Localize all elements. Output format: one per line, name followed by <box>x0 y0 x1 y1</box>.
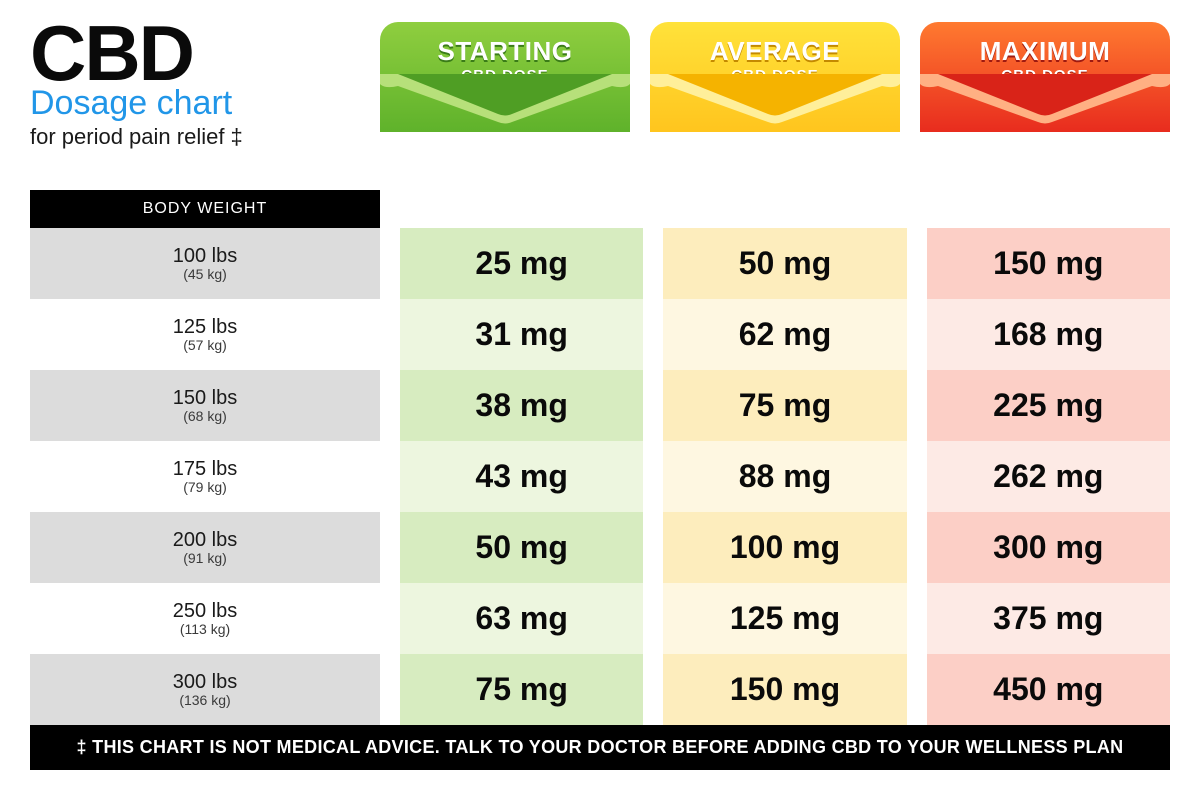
dose-cell-starting: 63 mg <box>400 583 643 654</box>
badge-line1: MAXIMUM <box>920 36 1170 67</box>
dose-cell-maximum: 262 mg <box>927 441 1170 512</box>
badge-line1: STARTING <box>380 36 630 67</box>
weight-lbs: 250 lbs <box>30 600 380 622</box>
title-desc: for period pain relief ‡ <box>30 124 380 150</box>
chevron-down-icon <box>650 74 900 133</box>
table-row: 200 lbs(91 kg) 50 mg 100 mg 300 mg <box>30 512 1170 583</box>
table-row: 250 lbs(113 kg) 63 mg 125 mg 375 mg <box>30 583 1170 654</box>
body-weight-header: BODY WEIGHT <box>30 190 380 228</box>
dose-cell-maximum: 150 mg <box>927 228 1170 299</box>
dose-cell-starting: 38 mg <box>400 370 643 441</box>
weight-kg: (113 kg) <box>30 622 380 637</box>
dose-cell-maximum: 225 mg <box>927 370 1170 441</box>
dose-cell-maximum: 300 mg <box>927 512 1170 583</box>
table-row: 175 lbs(79 kg) 43 mg 88 mg 262 mg <box>30 441 1170 512</box>
body-weight-cell: 150 lbs(68 kg) <box>30 370 380 441</box>
weight-lbs: 150 lbs <box>30 387 380 409</box>
table-row: 125 lbs(57 kg) 31 mg 62 mg 168 mg <box>30 299 1170 370</box>
title-main: CBD <box>30 18 380 88</box>
dose-cell-starting: 31 mg <box>400 299 643 370</box>
weight-kg: (68 kg) <box>30 409 380 424</box>
dose-cell-maximum: 450 mg <box>927 654 1170 725</box>
dosage-chart: CBD Dosage chart for period pain relief … <box>0 0 1200 800</box>
dose-cell-average: 125 mg <box>663 583 906 654</box>
table-row: 100 lbs(45 kg) 25 mg 50 mg 150 mg <box>30 228 1170 299</box>
body-weight-cell: 250 lbs(113 kg) <box>30 583 380 654</box>
dose-cell-starting: 75 mg <box>400 654 643 725</box>
title-sub: Dosage chart <box>30 86 380 120</box>
weight-kg: (45 kg) <box>30 267 380 282</box>
dose-cell-starting: 50 mg <box>400 512 643 583</box>
footer-disclaimer: ‡ THIS CHART IS NOT MEDICAL ADVICE. TALK… <box>30 725 1170 770</box>
column-badge-average: AVERAGECBD DOSE <box>650 22 900 132</box>
body-weight-cell: 175 lbs(79 kg) <box>30 441 380 512</box>
column-badge-maximum: MAXIMUMCBD DOSE <box>920 22 1170 132</box>
table-row: 300 lbs(136 kg) 75 mg 150 mg 450 mg <box>30 654 1170 725</box>
chevron-down-icon <box>380 74 630 133</box>
weight-lbs: 175 lbs <box>30 458 380 480</box>
weight-kg: (79 kg) <box>30 480 380 495</box>
table-head-row: BODY WEIGHT <box>30 190 1170 228</box>
body-weight-cell: 100 lbs(45 kg) <box>30 228 380 299</box>
body-weight-cell: 200 lbs(91 kg) <box>30 512 380 583</box>
weight-kg: (57 kg) <box>30 338 380 353</box>
body-weight-cell: 300 lbs(136 kg) <box>30 654 380 725</box>
dose-cell-starting: 25 mg <box>400 228 643 299</box>
weight-lbs: 125 lbs <box>30 316 380 338</box>
table-row: 150 lbs(68 kg) 38 mg 75 mg 225 mg <box>30 370 1170 441</box>
dose-cell-average: 75 mg <box>663 370 906 441</box>
weight-kg: (136 kg) <box>30 693 380 708</box>
dose-cell-starting: 43 mg <box>400 441 643 512</box>
column-badge-starting: STARTINGCBD DOSE <box>380 22 630 132</box>
dose-cell-average: 62 mg <box>663 299 906 370</box>
weight-kg: (91 kg) <box>30 551 380 566</box>
body-weight-cell: 125 lbs(57 kg) <box>30 299 380 370</box>
dosage-table: BODY WEIGHT 100 lbs(45 kg) 25 mg 50 mg 150 … <box>30 190 1170 725</box>
weight-lbs: 200 lbs <box>30 529 380 551</box>
column-headers: STARTINGCBD DOSE AVERAGECBD DOSE MAXIMUM… <box>380 22 1170 132</box>
title-block: CBD Dosage chart for period pain relief … <box>30 18 380 150</box>
dose-cell-average: 88 mg <box>663 441 906 512</box>
dose-cell-average: 50 mg <box>663 228 906 299</box>
dose-cell-average: 100 mg <box>663 512 906 583</box>
weight-lbs: 300 lbs <box>30 671 380 693</box>
chevron-down-icon <box>920 74 1170 133</box>
dose-cell-average: 150 mg <box>663 654 906 725</box>
badge-line1: AVERAGE <box>650 36 900 67</box>
dose-cell-maximum: 375 mg <box>927 583 1170 654</box>
dose-cell-maximum: 168 mg <box>927 299 1170 370</box>
weight-lbs: 100 lbs <box>30 245 380 267</box>
table-rows: 100 lbs(45 kg)25 mg50 mg150 mg125 lbs(57… <box>30 228 1170 725</box>
